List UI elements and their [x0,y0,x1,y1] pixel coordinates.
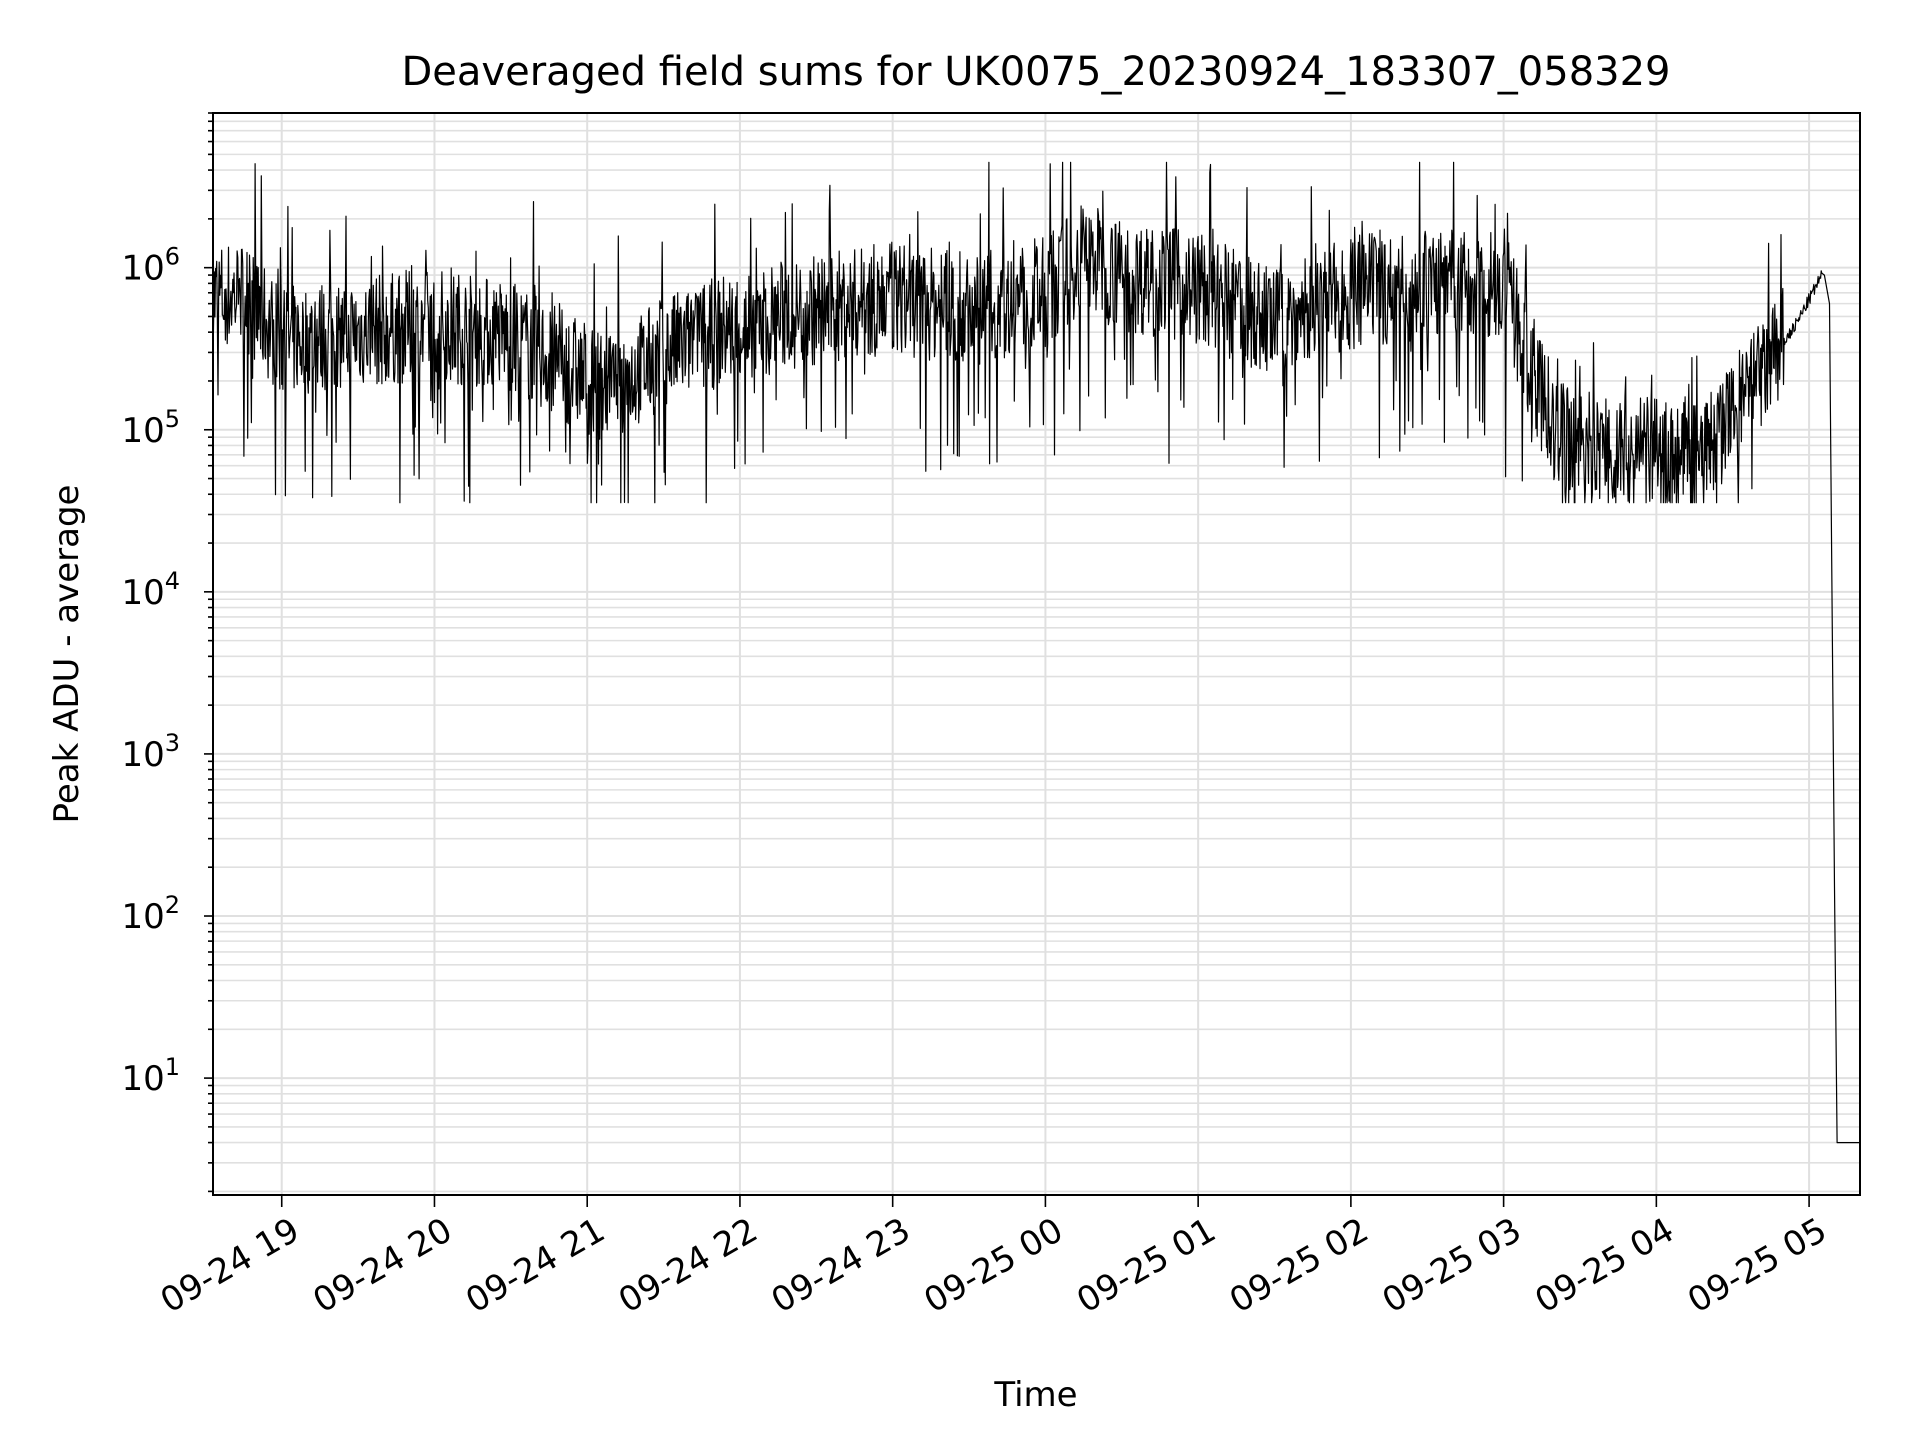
y-tick-label: 102 [121,891,180,937]
series-layer [212,161,1860,1144]
y-ticks: 101 102 103 104 105 106 [121,112,213,1193]
series-line [212,161,1860,1144]
chart-title: Deaveraged field sums for UK0075_2023092… [401,49,1670,95]
y-tick-label: 101 [121,1053,180,1099]
y-tick-label: 105 [121,405,180,451]
x-axis-label: Time [993,1375,1077,1415]
major-grid [213,113,1860,1195]
y-axis-label: Peak ADU - average [47,485,87,824]
plot-frame [212,112,1861,1196]
y-tick-label: 104 [121,567,180,613]
y-tick-label: 106 [121,243,180,289]
y-tick-label: 103 [121,729,180,775]
